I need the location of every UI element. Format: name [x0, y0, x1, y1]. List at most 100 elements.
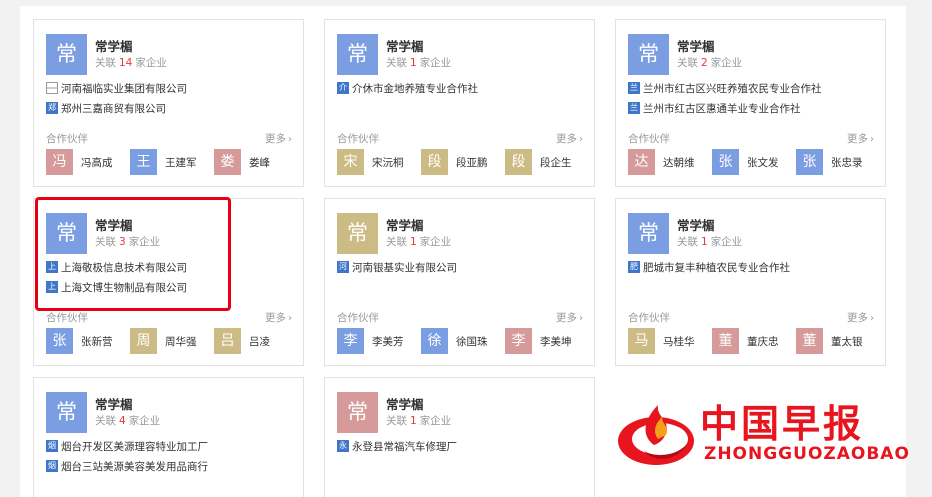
person-avatar[interactable]: 常 [628, 34, 669, 75]
partner-avatar[interactable]: 娄 [214, 149, 241, 175]
company-link[interactable]: 介介休市金地养殖专业合作社 [337, 80, 478, 96]
partner-avatar[interactable]: 董 [796, 328, 823, 354]
person-card[interactable]: 常常学楣 关联 3 家企业上上海敬极信息技术有限公司上上海文博生物制品有限公司 合作伙伴… [33, 198, 304, 366]
company-link[interactable]: 兰兰州市红古区惠通羊业专业合作社 [628, 100, 801, 116]
partner-item[interactable]: 张张新营 [46, 328, 113, 354]
partner-name[interactable]: 冯高成 [81, 156, 113, 169]
partner-name[interactable]: 王建军 [165, 156, 197, 169]
partner-avatar[interactable]: 王 [130, 149, 157, 175]
partner-item[interactable]: 董董太银 [796, 328, 863, 354]
partner-item[interactable]: 董董庆忠 [712, 328, 779, 354]
partner-name[interactable]: 宋沅桐 [372, 156, 404, 169]
person-name[interactable]: 常学楣 [386, 218, 424, 233]
partner-name[interactable]: 娄峰 [249, 156, 270, 169]
more-partners-link[interactable]: 更多 › [556, 310, 583, 325]
partner-name[interactable]: 李美坤 [540, 335, 572, 348]
partner-avatar[interactable]: 徐 [421, 328, 448, 354]
person-card[interactable]: 常常学楣 关联 1 家企业介介休市金地养殖专业合作社 合作伙伴 更多 › 宋宋沅桐段段亚鹏段段… [324, 19, 595, 187]
partner-name[interactable]: 吕凌 [249, 335, 270, 348]
person-name[interactable]: 常学楣 [95, 39, 133, 54]
partner-avatar[interactable]: 段 [505, 149, 532, 175]
partner-name[interactable]: 董庆忠 [747, 335, 779, 348]
partner-avatar[interactable]: 马 [628, 328, 655, 354]
person-avatar[interactable]: 常 [46, 392, 87, 433]
partner-avatar[interactable]: 段 [421, 149, 448, 175]
person-avatar[interactable]: 常 [628, 213, 669, 254]
person-avatar[interactable]: 常 [337, 392, 378, 433]
partner-item[interactable]: 娄娄峰 [214, 149, 270, 175]
partner-name[interactable]: 徐国珠 [456, 335, 488, 348]
partner-avatar[interactable]: 张 [46, 328, 73, 354]
partner-name[interactable]: 段亚鹏 [456, 156, 488, 169]
company-link[interactable]: 河河南银基实业有限公司 [337, 259, 457, 275]
partner-item[interactable]: 李李美芳 [337, 328, 404, 354]
partner-item[interactable]: 吕吕凌 [214, 328, 270, 354]
partner-name[interactable]: 张忠录 [831, 156, 863, 169]
partner-item[interactable]: 马马桂华 [628, 328, 695, 354]
company-link[interactable]: 永永登县常福汽车修理厂 [337, 438, 457, 454]
partner-item[interactable]: 冯冯高成 [46, 149, 113, 175]
person-name[interactable]: 常学楣 [386, 397, 424, 412]
partner-item[interactable]: 张张忠录 [796, 149, 863, 175]
person-name[interactable]: 常学楣 [677, 39, 715, 54]
company-link[interactable]: 烟烟台三站美源美容美发用品商行 [46, 458, 208, 474]
partner-name[interactable]: 周华强 [165, 335, 197, 348]
person-avatar[interactable]: 常 [46, 213, 87, 254]
person-name[interactable]: 常学楣 [386, 39, 424, 54]
person-card[interactable]: 常常学楣 关联 14 家企业 河南福临实业集团有限公司郑郑州三嘉商贸有限公司 合作伙伴 更多… [33, 19, 304, 187]
partner-avatar[interactable]: 吕 [214, 328, 241, 354]
person-name[interactable]: 常学楣 [95, 218, 133, 233]
partner-item[interactable]: 段段亚鹏 [421, 149, 488, 175]
partner-avatar[interactable]: 周 [130, 328, 157, 354]
company-link[interactable]: 郑郑州三嘉商贸有限公司 [46, 100, 166, 116]
person-avatar[interactable]: 常 [337, 34, 378, 75]
company-link[interactable]: 上上海敬极信息技术有限公司 [46, 259, 187, 275]
partner-name[interactable]: 张文发 [747, 156, 779, 169]
chevron-right-icon: › [288, 313, 292, 324]
more-partners-link[interactable]: 更多 › [847, 310, 874, 325]
partner-avatar[interactable]: 张 [712, 149, 739, 175]
more-partners-link[interactable]: 更多 › [847, 131, 874, 146]
more-partners-link[interactable]: 更多 › [265, 131, 292, 146]
partner-name[interactable]: 马桂华 [663, 335, 695, 348]
person-card[interactable]: 常常学楣 关联 2 家企业兰兰州市红古区兴旺养殖农民专业合作社兰兰州市红古区惠通羊业专… [615, 19, 886, 187]
partner-avatar[interactable]: 达 [628, 149, 655, 175]
company-link[interactable]: 河南福临实业集团有限公司 [46, 80, 187, 96]
person-card[interactable]: 常常学楣 关联 1 家企业肥肥城市复丰种植农民专业合作社 合作伙伴 更多 › 马马桂华董董庆忠… [615, 198, 886, 366]
partner-item[interactable]: 徐徐国珠 [421, 328, 488, 354]
person-card[interactable]: 常常学楣 关联 1 家企业河河南银基实业有限公司 合作伙伴 更多 › 李李美芳徐徐国珠李李美坤 [324, 198, 595, 366]
company-link[interactable]: 烟烟台开发区美源理容特业加工厂 [46, 438, 208, 454]
partner-item[interactable]: 达达朝维 [628, 149, 695, 175]
partner-name[interactable]: 董太银 [831, 335, 863, 348]
partner-item[interactable]: 李李美坤 [505, 328, 572, 354]
partner-item[interactable]: 段段企生 [505, 149, 572, 175]
partner-item[interactable]: 宋宋沅桐 [337, 149, 404, 175]
partner-name[interactable]: 段企生 [540, 156, 572, 169]
partner-item[interactable]: 王王建军 [130, 149, 197, 175]
partner-avatar[interactable]: 冯 [46, 149, 73, 175]
company-link[interactable]: 肥肥城市复丰种植农民专业合作社 [628, 259, 790, 275]
person-avatar[interactable]: 常 [46, 34, 87, 75]
partner-name[interactable]: 达朝维 [663, 156, 695, 169]
company-link[interactable]: 兰兰州市红古区兴旺养殖农民专业合作社 [628, 80, 822, 96]
assoc-prefix: 关联 [677, 57, 698, 69]
partner-avatar[interactable]: 李 [505, 328, 532, 354]
person-card[interactable]: 常常学楣 关联 1 家企业永永登县常福汽车修理厂 [324, 377, 595, 497]
person-name[interactable]: 常学楣 [677, 218, 715, 233]
person-name[interactable]: 常学楣 [95, 397, 133, 412]
partner-avatar[interactable]: 张 [796, 149, 823, 175]
person-card[interactable]: 常常学楣 关联 4 家企业烟烟台开发区美源理容特业加工厂烟烟台三站美源美容美发用品商行 [33, 377, 304, 497]
person-avatar[interactable]: 常 [337, 213, 378, 254]
partner-name[interactable]: 李美芳 [372, 335, 404, 348]
watermark-logo: 中国早报 ZHONGGUOZAOBAO [614, 387, 909, 477]
partner-name[interactable]: 张新营 [81, 335, 113, 348]
company-link[interactable]: 上上海文博生物制品有限公司 [46, 279, 187, 295]
partner-avatar[interactable]: 李 [337, 328, 364, 354]
partner-avatar[interactable]: 董 [712, 328, 739, 354]
partner-avatar[interactable]: 宋 [337, 149, 364, 175]
partner-item[interactable]: 周周华强 [130, 328, 197, 354]
partner-item[interactable]: 张张文发 [712, 149, 779, 175]
more-partners-link[interactable]: 更多 › [265, 310, 292, 325]
flame-logo-icon [618, 405, 694, 465]
more-partners-link[interactable]: 更多 › [556, 131, 583, 146]
